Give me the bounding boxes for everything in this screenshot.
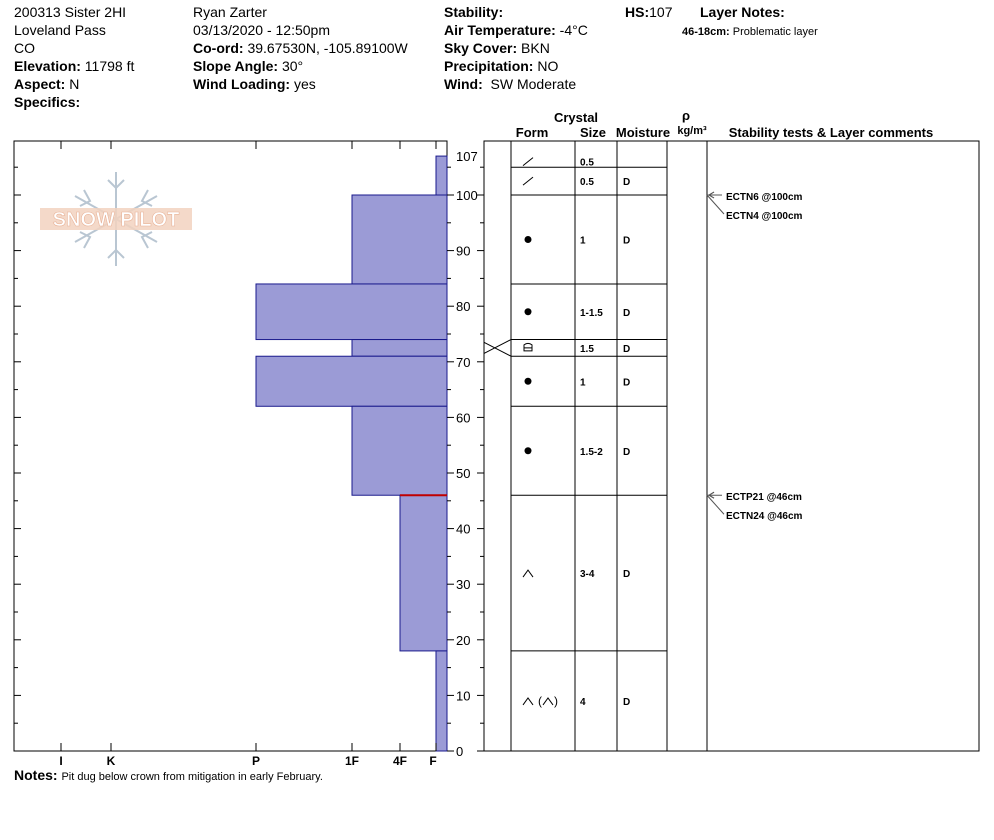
form-depth-hoar-icon <box>522 569 534 578</box>
test-arrow-line-3 <box>706 494 725 515</box>
air-temperature: Air Temperature: -4°C <box>444 22 588 38</box>
stability-test-label: ECTN4 @100cm <box>726 211 803 222</box>
size-cell: 1 <box>580 377 586 388</box>
size-cell: 1-1.5 <box>580 308 603 319</box>
moisture-cell: D <box>623 377 630 388</box>
location: Loveland Pass <box>14 22 106 38</box>
size-cell: 0.5 <box>580 177 594 188</box>
aspect: Aspect: N <box>14 76 80 92</box>
hardness-bar-6 <box>399 494 448 652</box>
test-arrow-line-1 <box>706 194 725 215</box>
wind: Wind: SW Moderate <box>444 76 577 92</box>
size-cell: 3-4 <box>580 569 595 580</box>
layer-table-frame <box>483 140 980 752</box>
y-tick-label-90: 90 <box>456 244 470 259</box>
form-header: Form <box>516 125 549 140</box>
notes: Notes: Pit dug below crown from mitigati… <box>14 767 323 783</box>
x-tick-label-4F: 4F <box>393 754 407 768</box>
moisture-cell: D <box>623 447 630 458</box>
stability-test-label: ECTN24 @46cm <box>726 511 803 522</box>
hardness-bar-2 <box>255 283 448 341</box>
y-tick-label-70: 70 <box>456 355 470 370</box>
layer-note: 46-18cm: Problematic layer <box>682 26 818 38</box>
y-tick-label-10: 10 <box>456 688 470 703</box>
stability-label: Stability: <box>444 4 504 20</box>
x-tick-label-I: I <box>59 754 62 768</box>
hardness-bar-7 <box>435 650 448 752</box>
form-faceted-slash-icon <box>522 157 534 167</box>
size-cell: 1 <box>580 235 586 246</box>
form-rounded-grain-icon <box>524 447 532 455</box>
y-tick-label-30: 30 <box>456 577 470 592</box>
precipitation: Precipitation: NO <box>444 58 559 74</box>
density-unit-header: kg/m³ <box>677 125 707 137</box>
y-tick-label-50: 50 <box>456 466 470 481</box>
moisture-cell: D <box>623 235 630 246</box>
date-time: 03/13/2020 - 12:50pm <box>193 22 330 38</box>
row-connector <box>483 339 512 354</box>
observer: Ryan Zarter <box>193 4 267 20</box>
stability-comments-header: Stability tests & Layer comments <box>729 125 933 140</box>
form-depth-hoar-cup-icon <box>523 342 533 352</box>
y-tick-label-80: 80 <box>456 299 470 314</box>
test-arrow-head-icon <box>708 191 715 199</box>
y-tick-label-40: 40 <box>456 522 470 537</box>
x-tick-label-P: P <box>252 754 260 768</box>
form-rounded-grain-icon <box>524 235 532 243</box>
stability-test-label: ECTN6 @100cm <box>726 192 803 203</box>
specifics-label: Specifics: <box>14 94 81 110</box>
size-header: Size <box>580 125 606 140</box>
size-cell: 0.5 <box>580 158 594 169</box>
snow-height: HS:107 <box>625 4 673 20</box>
stability-test-label: ECTP21 @46cm <box>726 492 802 503</box>
hardness-bar-3 <box>351 339 448 357</box>
y-tick-label-60: 60 <box>456 410 470 425</box>
slope-angle: Slope Angle: 30° <box>193 58 304 74</box>
form-bracket-open: ( <box>538 694 542 708</box>
size-cell: 1.5 <box>580 344 594 355</box>
form-rounded-grain-icon <box>524 377 532 385</box>
y-tick-label-20: 20 <box>456 633 470 648</box>
moisture-cell: D <box>623 344 630 355</box>
form-faceted-slash-icon <box>522 176 534 186</box>
x-tick-label-1F: 1F <box>345 754 359 768</box>
form-depth-hoar-icon <box>522 697 534 706</box>
x-tick-label-F: F <box>429 754 436 768</box>
state: CO <box>14 40 35 56</box>
density-rho-header: ρ <box>682 108 690 123</box>
pit-name: 200313 Sister 2HI <box>14 4 127 20</box>
hardness-bar-0 <box>435 155 448 196</box>
moisture-cell: D <box>623 308 630 319</box>
moisture-header: Moisture <box>616 125 670 140</box>
hardness-bar-4 <box>255 355 448 407</box>
y-tick-label-107: 107 <box>456 149 478 164</box>
x-tick-label-K: K <box>107 754 116 768</box>
hardness-bar-5 <box>351 405 448 496</box>
moisture-cell: D <box>623 177 630 188</box>
test-arrow-head-icon <box>708 491 715 499</box>
layer-notes-label: Layer Notes: <box>700 4 785 20</box>
sky-cover: Sky Cover: BKN <box>444 40 550 56</box>
wind-loading: Wind Loading: yes <box>193 76 316 92</box>
size-cell: 4 <box>580 697 586 708</box>
elevation: Elevation: 11798 ft <box>14 58 135 74</box>
form-secondary-depth-hoar-icon <box>542 697 554 706</box>
form-bracket-close: ) <box>554 694 558 708</box>
size-cell: 1.5-2 <box>580 447 603 458</box>
moisture-cell: D <box>623 569 630 580</box>
moisture-cell: D <box>623 697 630 708</box>
form-rounded-grain-icon <box>524 308 532 316</box>
crystal-header: Crystal <box>554 110 598 125</box>
y-tick-label-0: 0 <box>456 744 463 759</box>
row-connector <box>483 341 512 357</box>
hardness-bar-1 <box>351 194 448 285</box>
coordinates: Co-ord: 39.67530N, -105.89100W <box>193 40 408 56</box>
y-tick-label-100: 100 <box>456 188 478 203</box>
